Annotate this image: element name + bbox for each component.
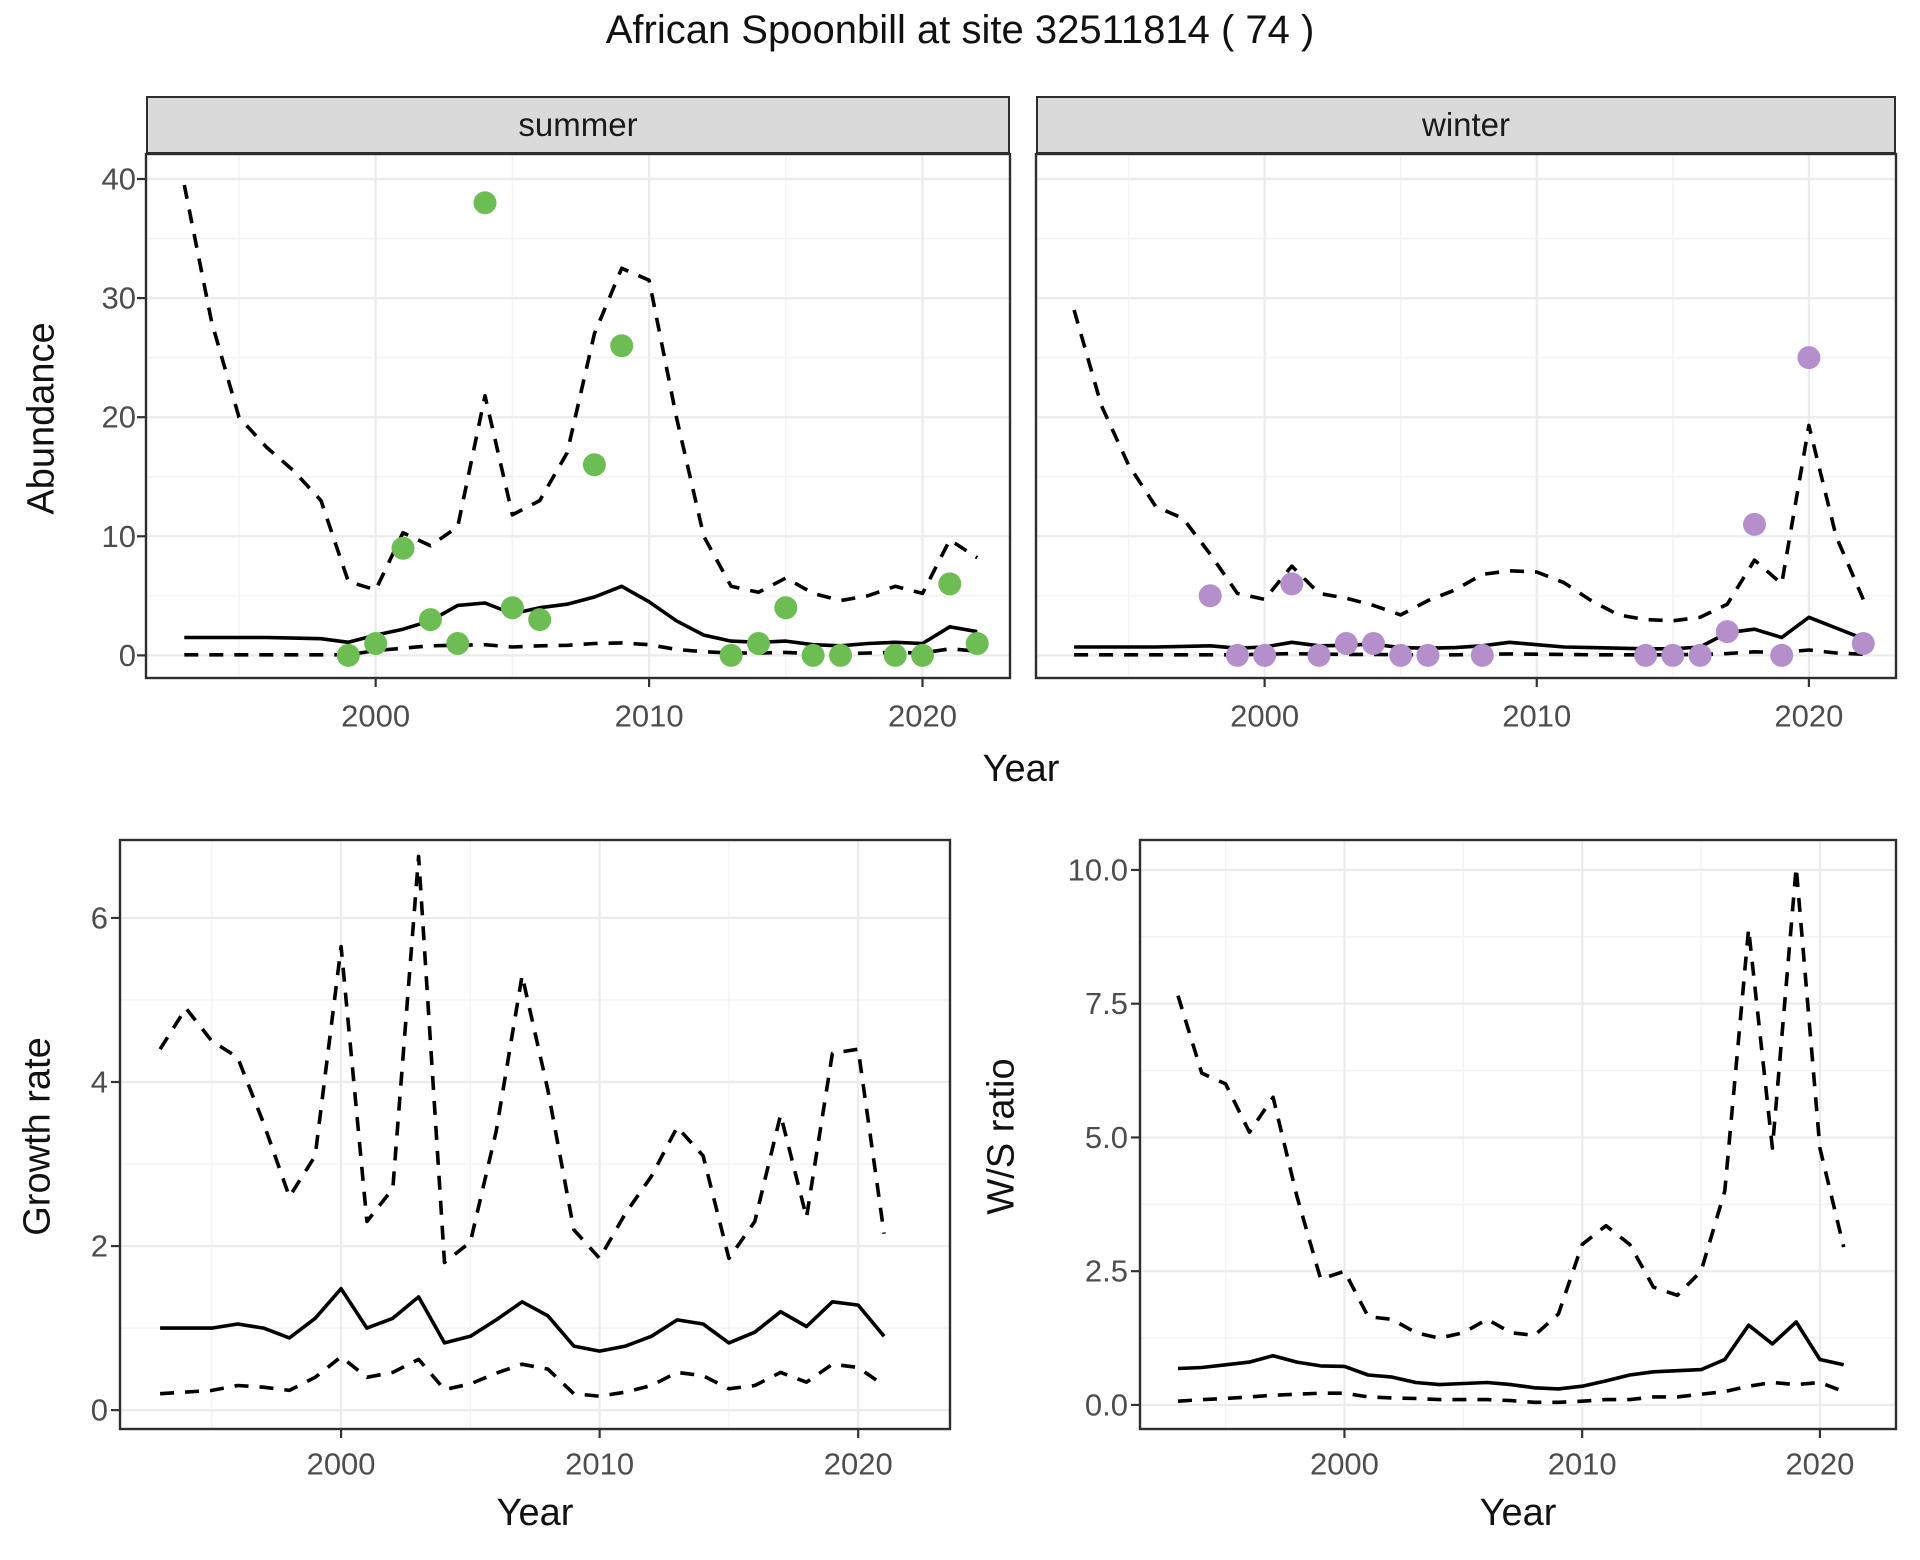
observed_count-point bbox=[1280, 572, 1304, 596]
y-axis-tick-label: 2 bbox=[91, 1229, 108, 1264]
observed_count-point bbox=[911, 643, 934, 667]
observed_count-point bbox=[391, 536, 415, 560]
observed_count-point bbox=[1715, 620, 1739, 644]
y-axis-tick-label: 6 bbox=[91, 900, 108, 935]
lower_95ci-line bbox=[159, 1355, 886, 1398]
x-axis-tick-label: 2010 bbox=[1502, 699, 1571, 734]
observed_count-point bbox=[1661, 643, 1685, 667]
y-axis-tick-label: 4 bbox=[91, 1064, 108, 1099]
y-axis-tick-label: 0 bbox=[91, 1393, 108, 1428]
observed_count-point bbox=[1743, 512, 1766, 536]
observed_count-point bbox=[1634, 643, 1658, 667]
observed_count-point bbox=[336, 643, 360, 667]
growth-year-axis-title: Year bbox=[496, 1492, 574, 1534]
y-axis-tick-label: 30 bbox=[102, 281, 136, 316]
observed_count-point bbox=[1770, 643, 1794, 667]
x-axis-tick-label: 2000 bbox=[307, 1447, 376, 1482]
y-axis-tick-label: 0.0 bbox=[1085, 1387, 1128, 1422]
upper_95ci-line bbox=[1072, 309, 1865, 623]
observed_count-point bbox=[1470, 643, 1494, 667]
observed_count-point bbox=[1851, 632, 1875, 655]
top-year-axis-title: Year bbox=[982, 748, 1060, 790]
observed_count-point bbox=[1362, 632, 1385, 655]
observed_count-point bbox=[418, 608, 442, 632]
y-axis-tick-label: 5.0 bbox=[1085, 1120, 1128, 1155]
observed_count-point bbox=[747, 632, 770, 655]
observed_count-point bbox=[500, 596, 524, 620]
page-title: African Spoonbill at site 32511814 ( 74 … bbox=[605, 8, 1315, 52]
x-axis-tick-label: 2020 bbox=[824, 1447, 893, 1482]
observed_count-point bbox=[473, 191, 497, 215]
facet-strip-winter: winter bbox=[1036, 96, 1896, 154]
y-axis-tick-label: 40 bbox=[102, 162, 136, 197]
observed_count-point bbox=[1307, 643, 1331, 667]
observed_count-point bbox=[1225, 643, 1249, 667]
lower_95ci-line bbox=[1177, 1380, 1845, 1405]
abundance-axis-title: Abundance bbox=[20, 322, 63, 515]
y-axis-tick-label: 2.5 bbox=[1085, 1254, 1128, 1289]
observed_count-point bbox=[528, 608, 552, 632]
lower_95ci-line bbox=[1074, 648, 1864, 657]
x-axis-tick-label: 2010 bbox=[1548, 1447, 1617, 1482]
observed_count-point bbox=[719, 643, 743, 667]
x-axis-tick-label: 2000 bbox=[1230, 699, 1299, 734]
observed_count-point bbox=[1688, 643, 1712, 667]
growth-rate-panel bbox=[120, 840, 950, 1429]
mean-line bbox=[160, 1286, 886, 1353]
observed_count-point bbox=[829, 643, 852, 667]
observed_count-point bbox=[1416, 643, 1440, 667]
abundance-winter-panel bbox=[1036, 154, 1896, 678]
abundance-winter-border bbox=[1034, 152, 1898, 680]
observed_count-point bbox=[610, 334, 634, 358]
observed_count-point bbox=[801, 643, 825, 667]
x-axis-tick-label: 2000 bbox=[1310, 1447, 1379, 1482]
y-axis-tick-label: 7.5 bbox=[1085, 986, 1128, 1021]
ws-ratio-axis-title: W/S ratio bbox=[980, 1058, 1023, 1215]
observed_count-point bbox=[774, 596, 798, 620]
abundance-summer-border bbox=[144, 152, 1012, 680]
x-axis-tick-label: 2020 bbox=[888, 699, 957, 734]
y-axis-tick-label: 10 bbox=[102, 519, 136, 554]
growth-rate-border bbox=[118, 838, 952, 1431]
ws-year-axis-title: Year bbox=[1479, 1492, 1557, 1534]
x-axis-tick-label: 2020 bbox=[1774, 699, 1843, 734]
upper_95ci-line bbox=[182, 184, 979, 603]
facet-strip-winter-label: winter bbox=[1421, 106, 1511, 143]
observed_count-point bbox=[364, 632, 388, 655]
ws-ratio-panel bbox=[1140, 840, 1896, 1429]
x-axis-tick-label: 2020 bbox=[1785, 1447, 1854, 1482]
observed_count-point bbox=[1389, 643, 1413, 667]
abundance-summer-panel bbox=[146, 154, 1010, 678]
ws-ratio-border bbox=[1138, 838, 1898, 1431]
mean-line bbox=[1177, 1320, 1845, 1391]
x-axis-tick-label: 2010 bbox=[565, 1447, 634, 1482]
x-axis-tick-label: 2000 bbox=[341, 699, 410, 734]
observed_count-point bbox=[1797, 346, 1821, 370]
observed_count-point bbox=[1198, 584, 1222, 608]
observed_count-point bbox=[883, 643, 907, 667]
observed_count-point bbox=[1334, 632, 1358, 655]
x-axis-tick-label: 2010 bbox=[615, 699, 684, 734]
observed_count-point bbox=[446, 632, 470, 655]
observed_count-point bbox=[938, 572, 962, 596]
y-axis-tick-label: 20 bbox=[102, 400, 136, 435]
y-axis-tick-label: 10.0 bbox=[1068, 852, 1128, 887]
y-axis-tick-label: 0 bbox=[119, 638, 136, 673]
facet-strip-summer: summer bbox=[146, 96, 1010, 154]
observed_count-point bbox=[965, 632, 989, 655]
growth-rate-axis-title: Growth rate bbox=[16, 1037, 59, 1236]
observed_count-point bbox=[582, 453, 606, 477]
observed_count-point bbox=[1253, 643, 1277, 667]
facet-strip-summer-label: summer bbox=[518, 106, 638, 143]
